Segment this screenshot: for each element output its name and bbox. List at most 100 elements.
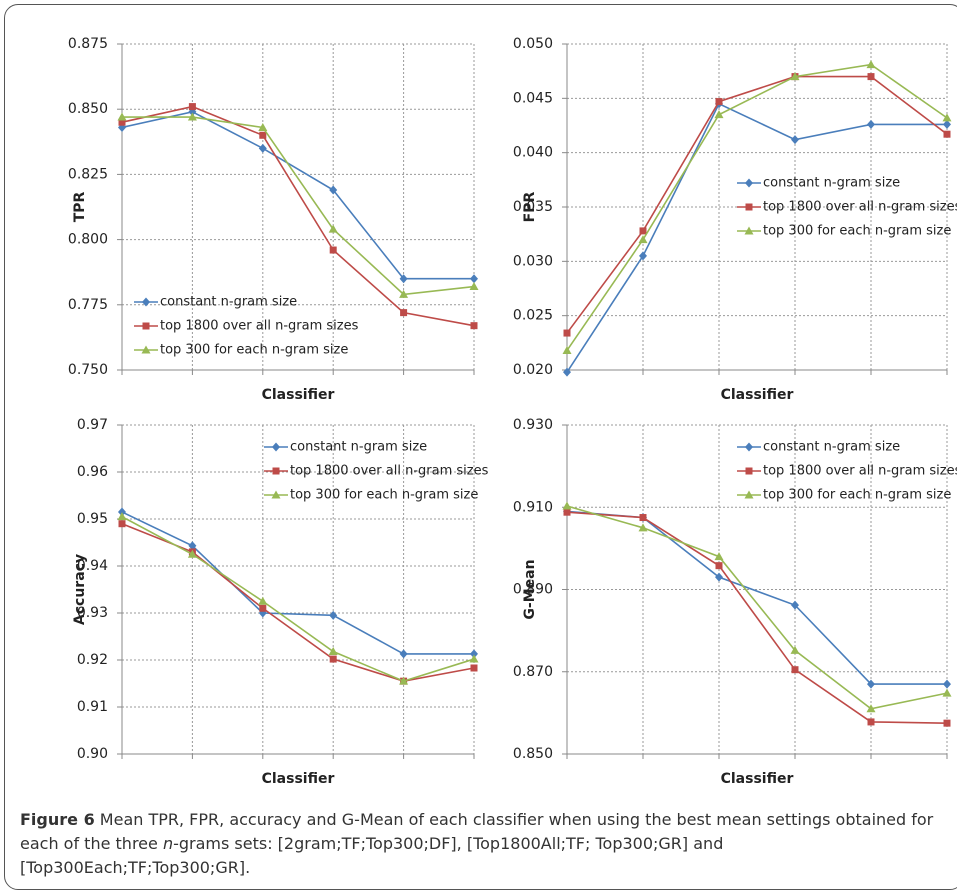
y-tick-label: 0.96 [77, 464, 108, 480]
marker [469, 654, 479, 663]
x-axis-label: Classifier [721, 387, 794, 403]
y-tick-label: 0.045 [513, 90, 553, 106]
y-axis-label: TPR [72, 191, 88, 222]
y-tick-label: 0.97 [77, 417, 108, 433]
marker [399, 274, 408, 284]
marker [715, 562, 723, 570]
marker [470, 664, 478, 672]
caption: Figure 6 Mean TPR, FPR, accuracy and G-M… [20, 808, 950, 880]
y-tick-label: 0.800 [68, 232, 108, 248]
y-axis-label: FPR [522, 191, 538, 222]
line [566, 102, 947, 373]
caption-italic: n [162, 834, 174, 853]
y-tick-label: 0.035 [513, 199, 553, 215]
marker [745, 442, 753, 452]
line [121, 110, 474, 280]
marker [329, 185, 338, 195]
legend-label: constant n-gram size [763, 440, 900, 455]
marker [745, 178, 753, 188]
legend-label: constant n-gram size [160, 295, 297, 310]
marker [399, 649, 408, 659]
legend-label: constant n-gram size [290, 440, 427, 455]
marker [943, 679, 951, 689]
marker [329, 610, 338, 620]
marker [639, 514, 647, 522]
y-tick-label: 0.040 [513, 145, 553, 161]
marker [745, 467, 753, 475]
marker [638, 235, 648, 244]
marker [329, 655, 337, 663]
y-tick-label: 0.910 [513, 499, 553, 515]
marker [469, 282, 479, 291]
marker [399, 289, 409, 298]
marker [271, 490, 281, 499]
line [122, 116, 475, 296]
y-tick-label: 0.870 [513, 664, 553, 680]
charts: 0.750 0.775 0.800 0.825 0.850 0.875 Classifier… [68, 36, 957, 787]
marker [639, 227, 647, 235]
y-tick-label: 0.850 [68, 101, 108, 117]
marker [563, 367, 571, 377]
y-tick-label: 0.92 [77, 652, 108, 668]
x-axis-label: Classifier [721, 771, 794, 787]
marker [400, 309, 408, 317]
marker [188, 103, 196, 111]
x-axis-label: Classifier [262, 387, 335, 403]
marker [715, 572, 723, 582]
marker [867, 119, 875, 129]
marker [942, 688, 952, 697]
marker [942, 113, 952, 122]
y-tick-label: 0.91 [77, 699, 108, 715]
line [566, 510, 947, 685]
y-tick-label: 0.95 [77, 511, 108, 527]
marker [188, 541, 197, 551]
y-tick-label: 0.750 [68, 362, 108, 378]
marker [563, 329, 571, 337]
marker [562, 501, 572, 510]
marker [187, 112, 197, 121]
legend-label: top 1800 over all n-gram sizes [763, 200, 957, 215]
y-tick-label: 0.020 [513, 362, 553, 378]
marker [272, 442, 280, 452]
marker [943, 130, 951, 138]
marker [744, 490, 754, 499]
marker [791, 600, 799, 610]
marker [867, 73, 875, 81]
line [566, 75, 948, 334]
marker [141, 345, 151, 354]
legend-label: top 300 for each n-gram size [763, 224, 951, 239]
marker [142, 322, 150, 330]
y-axis-label: Accuracy [72, 554, 88, 625]
marker [790, 72, 800, 81]
marker [187, 549, 197, 558]
marker [867, 679, 875, 689]
y-tick-label: 0.775 [68, 297, 108, 313]
caption-text: Mean TPR, FPR, accuracy and G-Mean of ea… [20, 810, 934, 853]
marker [866, 704, 876, 713]
y-tick-label: 0.90 [77, 746, 108, 762]
marker [791, 666, 799, 674]
y-tick-label: 0.025 [513, 308, 553, 324]
marker [867, 718, 875, 726]
marker [943, 719, 951, 727]
marker [638, 523, 648, 532]
marker [117, 112, 127, 121]
legend-label: top 300 for each n-gram size [763, 488, 951, 503]
marker [470, 649, 478, 659]
y-tick-label: 0.030 [513, 253, 553, 269]
y-tick-label: 0.875 [68, 36, 108, 52]
y-tick-label: 0.890 [513, 582, 553, 598]
caption-label: Figure 6 [20, 810, 95, 829]
marker [118, 118, 126, 126]
x-axis-label: Classifier [262, 771, 335, 787]
line [121, 511, 474, 655]
y-tick-label: 0.050 [513, 36, 553, 52]
y-tick-label: 0.93 [77, 605, 108, 621]
legend-label: top 1800 over all n-gram sizes [290, 464, 489, 479]
marker [258, 596, 268, 605]
marker [745, 203, 753, 211]
legend-label: constant n-gram size [763, 176, 900, 191]
marker [791, 135, 799, 145]
marker [329, 246, 337, 254]
